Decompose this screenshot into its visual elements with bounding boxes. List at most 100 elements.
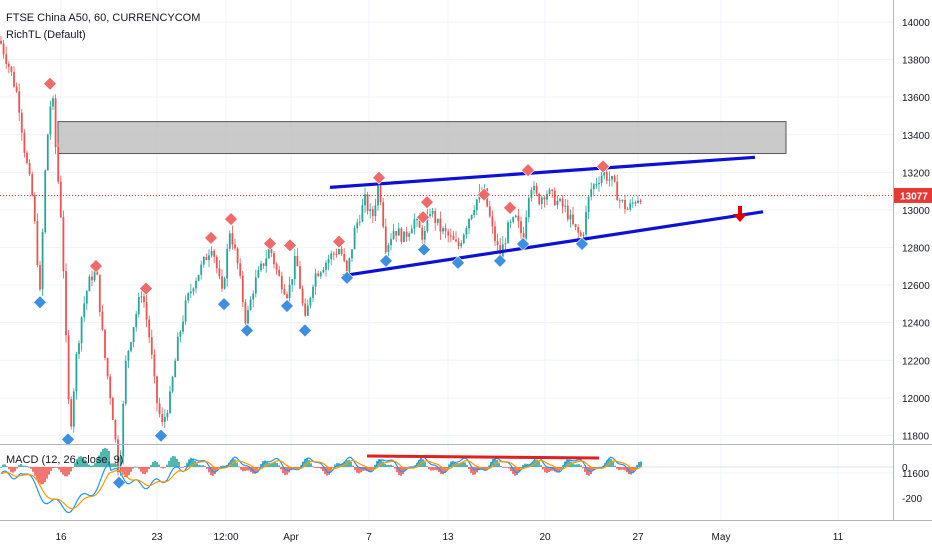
candle-body	[72, 391, 75, 427]
macd-histogram-bar	[500, 465, 502, 467]
down-arrow	[733, 206, 747, 222]
macd-histogram-bar	[510, 467, 512, 471]
candle-body	[85, 291, 88, 304]
price-tick-label: 13600	[902, 93, 930, 104]
candle-body	[252, 293, 255, 300]
macd-histogram-bar	[434, 467, 436, 470]
resistance-zone	[57, 121, 787, 155]
candle-body	[228, 233, 231, 249]
macd-histogram-bar	[18, 465, 20, 467]
candle-body	[145, 302, 148, 320]
candle-body	[566, 205, 569, 220]
macd-histogram-bar	[102, 448, 104, 467]
macd-histogram-bar	[300, 465, 302, 467]
candle-body	[262, 263, 265, 266]
macd-histogram-bar	[206, 467, 208, 469]
candle-body	[509, 221, 512, 223]
candle-body	[585, 211, 587, 235]
time-tick-label: 13	[442, 532, 454, 543]
indicator-legend: RichTL (Default)	[6, 29, 86, 41]
candle-body	[137, 297, 140, 315]
candle-body	[348, 258, 351, 272]
candle-body	[473, 210, 476, 216]
macd-tick-label: 0	[902, 463, 908, 474]
time-tick-label: Apr	[283, 532, 299, 543]
candle-body	[626, 209, 629, 211]
candle-body	[577, 227, 580, 233]
macd-histogram-bar	[616, 467, 618, 469]
candle-body	[548, 189, 551, 194]
macd-histogram-bar	[104, 447, 106, 467]
time-tick-label: 12:00	[213, 532, 238, 543]
candle-body	[44, 170, 47, 233]
candle-body	[270, 248, 273, 253]
macd-histogram-bar	[246, 467, 248, 471]
price-tick-label: 12000	[902, 394, 930, 405]
macd-histogram-bar	[124, 467, 126, 478]
macd-histogram-bar	[198, 465, 200, 467]
candle-body	[67, 335, 70, 400]
macd-histogram-bar	[16, 467, 18, 469]
candle-body	[166, 412, 169, 417]
macd-histogram-bar	[30, 467, 32, 469]
macd-histogram-bar	[96, 459, 98, 467]
macd-histogram-bar	[202, 465, 204, 467]
macd-histogram-bar	[162, 467, 164, 469]
pivots-layer	[33, 76, 610, 490]
macd-histogram-bar	[420, 458, 422, 467]
candle-body	[319, 272, 322, 277]
candle-body	[533, 185, 535, 191]
candle-body	[296, 256, 299, 267]
candle-body	[221, 276, 223, 289]
macd-histogram-bar	[622, 467, 624, 470]
macd-histogram-bar	[424, 462, 426, 467]
macd-histogram-bar	[530, 463, 532, 467]
candle-body	[312, 286, 314, 298]
candle-body	[592, 184, 595, 190]
macd-divergence-line	[366, 454, 600, 460]
macd-histogram-bar	[408, 466, 410, 468]
candle-body	[543, 197, 546, 200]
candle-body	[143, 296, 145, 303]
macd-histogram-bar	[2, 464, 4, 467]
candle-body	[598, 182, 600, 184]
macd-histogram-bar	[88, 464, 90, 467]
candle-body	[330, 253, 333, 260]
candle-body	[340, 248, 343, 254]
candle-body	[613, 176, 616, 182]
resistance-zone-layer	[57, 121, 787, 155]
macd-histogram-bar	[278, 465, 280, 467]
candle-body	[353, 228, 356, 250]
candle-body	[379, 185, 382, 203]
candle-body	[455, 239, 457, 242]
candle-body	[338, 248, 340, 255]
candle-body	[88, 276, 91, 292]
macd-histogram-bar	[144, 467, 146, 475]
macd-histogram-bar	[130, 467, 132, 472]
macd-histogram-bar	[304, 458, 306, 467]
macd-histogram-bar	[378, 459, 380, 467]
macd-histogram-bar	[186, 462, 188, 467]
candle-body	[301, 288, 304, 304]
candle-body	[153, 354, 156, 377]
macd-histogram-bar	[178, 461, 180, 467]
macd-histogram-bar	[356, 467, 358, 473]
macd-histogram-bar	[542, 467, 544, 470]
macd-histogram-bar	[634, 467, 636, 469]
macd-histogram-bar	[132, 467, 134, 469]
candle-body	[639, 200, 642, 202]
macd-histogram-bar	[208, 467, 210, 473]
macd-histogram-bar	[228, 462, 230, 467]
macd-histogram-bar	[428, 467, 430, 470]
macd-histogram-bar	[296, 467, 298, 469]
axes-layer: 11600 11800 12000 12200 12400 12600 12800 13000…	[0, 0, 932, 543]
macd-histogram-bar	[230, 460, 232, 467]
candle-body	[57, 147, 60, 182]
pivot-low-marker	[417, 242, 431, 257]
macd-histogram-bar	[538, 461, 540, 467]
macd-histogram-bar	[432, 467, 434, 471]
macd-histogram-bar	[590, 467, 592, 474]
candle-body	[317, 273, 320, 277]
candle-body	[150, 337, 153, 355]
candle-body	[283, 289, 286, 295]
